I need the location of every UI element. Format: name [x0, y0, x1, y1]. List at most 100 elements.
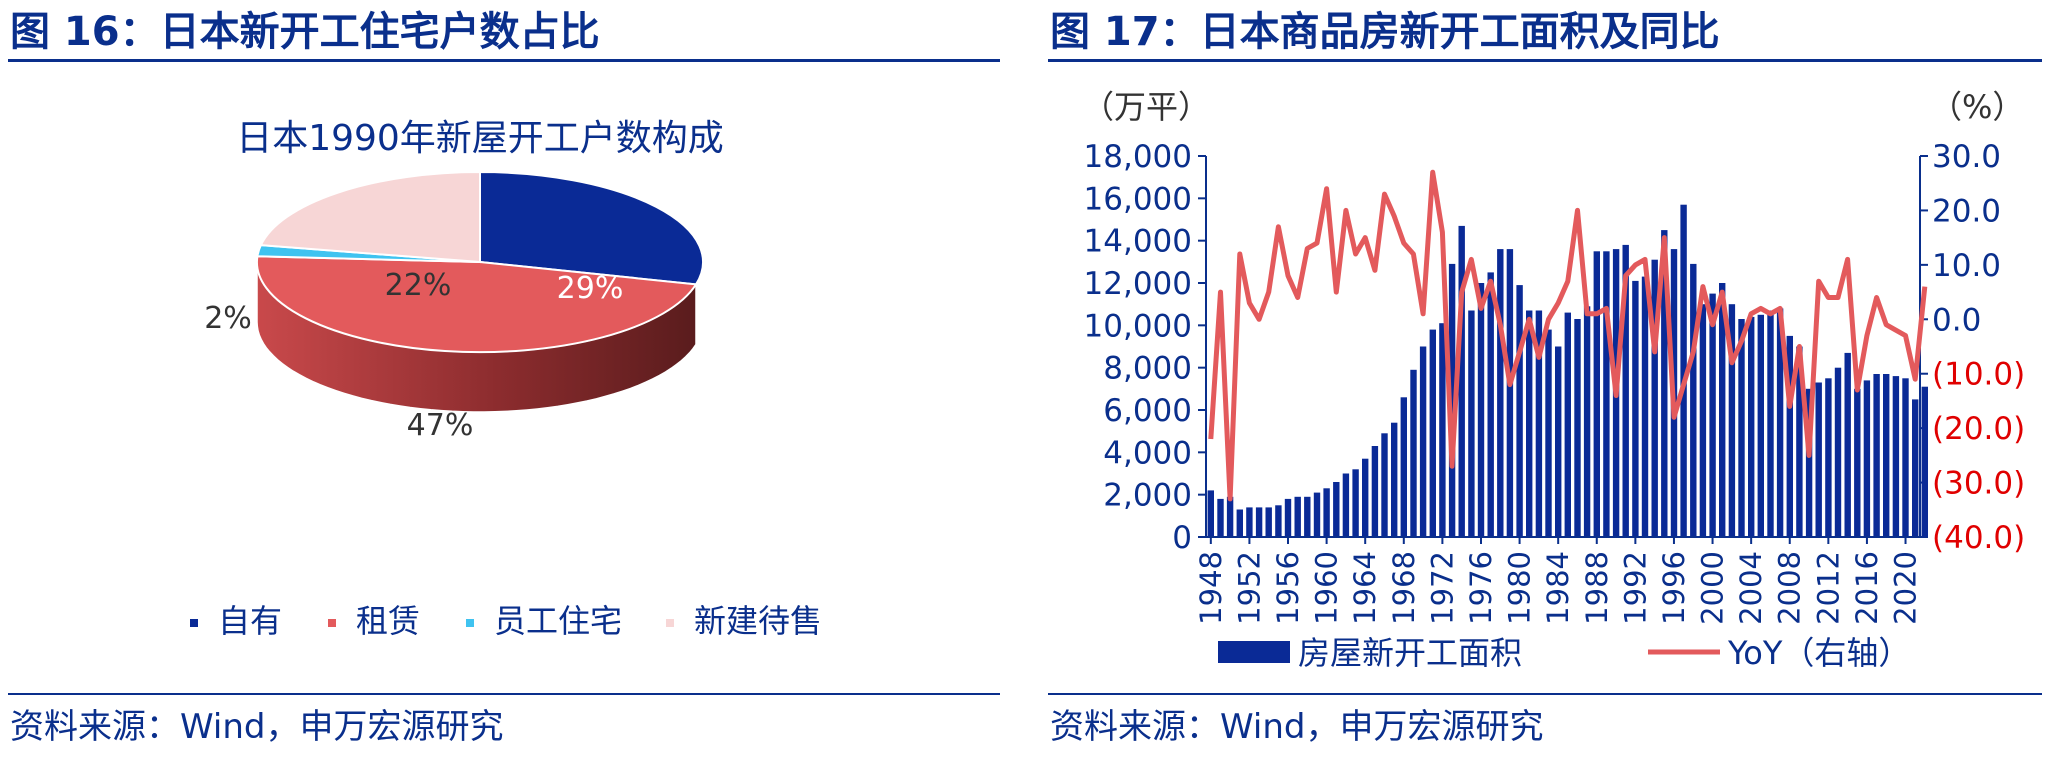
legend-employee-housing-label: 员工住宅	[494, 602, 622, 640]
area-bar	[1255, 507, 1263, 537]
area-bar	[1574, 319, 1581, 537]
area-bar	[1709, 293, 1716, 537]
area-bar	[1352, 469, 1359, 537]
area-bar	[1699, 304, 1707, 537]
figure-17-panel: 图 17：日本商品房新开工面积及同比 （万平） （%） 0 2,000 4,000 6,0…	[1040, 0, 2050, 762]
pie-label-for-sale: 22%	[385, 268, 452, 303]
footer-rule	[8, 693, 1000, 695]
area-bar	[1661, 230, 1668, 537]
area-bar	[1526, 310, 1533, 537]
left-axis-tick-label: 10,000	[1084, 308, 1192, 344]
area-bar	[1535, 310, 1543, 537]
x-axis-tick-label: 1988	[1580, 551, 1614, 625]
pie-label-employee-housing: 2%	[204, 301, 252, 336]
area-bar	[1294, 496, 1301, 537]
right-axis-tick-label: 20.0	[1932, 193, 2001, 229]
right-axis-tick-label: (30.0)	[1932, 466, 2025, 502]
area-bar	[1593, 251, 1600, 538]
area-bar	[1410, 369, 1417, 537]
legend-for-sale-label: 新建待售	[694, 602, 822, 640]
area-bar	[1921, 386, 1928, 537]
x-axis-tick-label: 2016	[1850, 551, 1884, 625]
right-axis-tick-label: (40.0)	[1932, 520, 2025, 556]
area-bar	[1516, 285, 1523, 537]
area-bar	[1796, 346, 1803, 537]
area-bar	[1863, 380, 1871, 537]
x-axis-tick-label: 1972	[1425, 551, 1459, 625]
area-bar	[1313, 492, 1321, 537]
right-axis-unit: （%）	[1930, 88, 2024, 126]
right-axis-tick-label: 30.0	[1932, 139, 2001, 175]
area-bar	[1275, 505, 1282, 538]
x-axis-tick-label: 2020	[1889, 551, 1923, 625]
legend-rent-marker	[328, 619, 336, 627]
area-bar	[1333, 482, 1340, 537]
area-bar	[1284, 498, 1292, 537]
area-bar	[1497, 249, 1504, 537]
area-bar	[1834, 367, 1842, 537]
area-bar	[1371, 446, 1379, 537]
area-bar	[1381, 433, 1388, 537]
legend-for-sale-marker	[666, 619, 674, 627]
area-bar	[1564, 312, 1571, 537]
x-axis-tick-label: 1984	[1541, 551, 1575, 625]
area-bar	[1815, 382, 1822, 537]
pie-slice-for-sale	[259, 170, 481, 264]
legend-owned-marker	[190, 619, 198, 627]
area-bar	[1776, 308, 1784, 537]
pie-label-rent: 47%	[407, 408, 474, 443]
x-axis-tick-label: 1952	[1232, 551, 1266, 625]
title-rule	[8, 59, 1000, 62]
area-bar	[1545, 329, 1552, 537]
x-axis-tick-label: 1964	[1348, 551, 1382, 625]
left-axis-tick-label: 12,000	[1084, 266, 1192, 302]
x-axis-tick-label: 1980	[1503, 551, 1537, 625]
area-bar	[1468, 310, 1475, 537]
area-bar	[1728, 304, 1736, 537]
area-bar	[1583, 306, 1591, 537]
area-bar	[1506, 249, 1514, 537]
area-bar	[1641, 276, 1649, 537]
area-bar	[1400, 397, 1407, 537]
area-bar	[1265, 507, 1272, 537]
pie-title: 日本1990年新屋开工户数构成	[236, 118, 724, 159]
left-axis-tick-label: 6,000	[1103, 393, 1192, 429]
area-bar	[1757, 314, 1764, 538]
area-bar	[1902, 378, 1909, 538]
area-bar	[1429, 329, 1436, 537]
area-bar	[1439, 323, 1446, 537]
legend-area-marker	[1218, 641, 1290, 663]
area-bar	[1555, 346, 1562, 537]
area-bar	[1391, 422, 1398, 537]
area-bar	[1632, 280, 1639, 537]
area-bar	[1719, 283, 1726, 537]
figure-16-panel: 图 16：日本新开工住宅户数占比 日本1990年新屋开工户数构成 29% 47% 2%…	[0, 0, 1000, 762]
x-axis-tick-label: 1956	[1271, 551, 1305, 625]
area-bar	[1873, 374, 1880, 537]
title-rule	[1048, 59, 2042, 62]
area-bar	[1419, 346, 1427, 537]
area-bar	[1854, 388, 1861, 537]
area-bar	[1651, 259, 1658, 537]
figure-17-title: 图 17：日本商品房新开工面积及同比	[1050, 9, 1720, 55]
area-bar	[1477, 283, 1485, 537]
right-axis-tick-label: (10.0)	[1932, 357, 2025, 393]
legend-rent-label: 租赁	[356, 602, 420, 640]
x-axis-tick-label: 1960	[1310, 551, 1344, 625]
area-bar	[1680, 204, 1687, 537]
area-bar	[1323, 488, 1330, 537]
legend-employee-housing-marker	[466, 619, 474, 627]
area-bar	[1912, 399, 1919, 537]
x-axis-tick-label: 2004	[1734, 551, 1768, 625]
area-bar	[1690, 263, 1697, 537]
area-bar	[1207, 490, 1214, 537]
area-bar	[1226, 496, 1234, 537]
bar-line-chart: （万平） （%） 0 2,000 4,000 6,000 8,000 10,000 12,000…	[1082, 88, 2025, 672]
x-axis-tick-label: 1976	[1464, 551, 1498, 625]
right-axis-tick-label: 10.0	[1932, 248, 2001, 284]
area-bar	[1217, 498, 1224, 537]
area-bar	[1448, 263, 1456, 537]
area-bar	[1738, 319, 1745, 537]
figure-16-title: 图 16：日本新开工住宅户数占比	[10, 9, 600, 55]
x-axis-tick-label: 1996	[1657, 551, 1691, 625]
